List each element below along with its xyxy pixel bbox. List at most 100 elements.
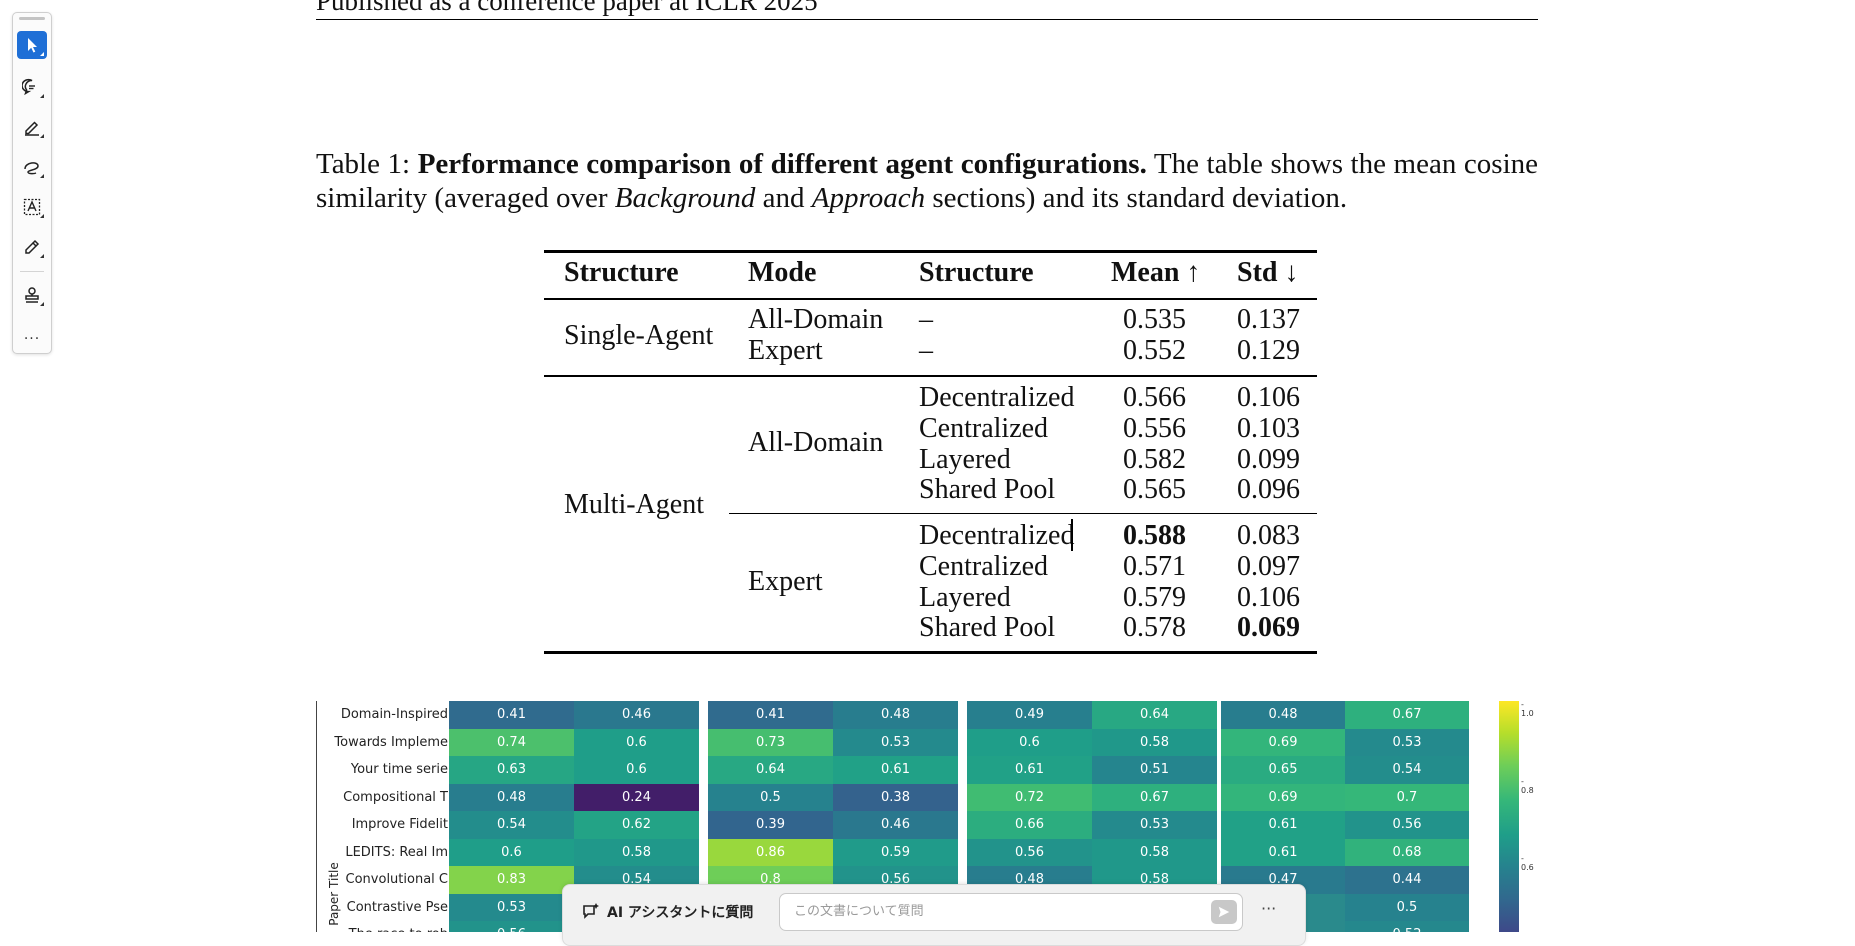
heatmap-cell: 0.66 bbox=[967, 811, 1092, 839]
toolbar-separator bbox=[20, 271, 44, 272]
text-select-tool-button[interactable] bbox=[17, 193, 47, 221]
heatmap-cell: 0.38 bbox=[833, 783, 958, 811]
page-header: Published as a conference paper at ICLR … bbox=[316, 0, 818, 16]
heatmap-cell: 0.74 bbox=[449, 728, 574, 756]
single-mean-all: 0.535 bbox=[1123, 304, 1186, 335]
heatmap-cell: 0.7 bbox=[1345, 783, 1469, 811]
heatmap-cell: 0.73 bbox=[708, 728, 833, 756]
comment-icon bbox=[22, 78, 35, 96]
ai-chat-icon bbox=[583, 903, 599, 919]
multi-mode-all-domain: All-Domain bbox=[748, 427, 884, 458]
heatmap-cell: 0.48 bbox=[833, 701, 958, 729]
heatmap-cell: 0.46 bbox=[574, 701, 699, 729]
subgroup-rule bbox=[729, 513, 1317, 515]
heatmap-row-label: Contrastive Pse bbox=[346, 899, 448, 915]
ai-question-input[interactable]: この文書について質問 bbox=[779, 893, 1243, 931]
heatmap-cell: 0.53 bbox=[1345, 728, 1469, 756]
single-mode-all: All-Domain bbox=[748, 304, 884, 335]
send-button[interactable] bbox=[1211, 900, 1237, 924]
heatmap-cell: 0.63 bbox=[449, 756, 574, 784]
colorbar-tick-label: - 0.4 bbox=[1521, 929, 1538, 932]
header-rule bbox=[544, 298, 1317, 300]
heatmap-cell: 0.41 bbox=[449, 701, 574, 729]
header-mean: Mean ↑ bbox=[1111, 257, 1201, 288]
stamp-tool-button[interactable] bbox=[17, 281, 47, 309]
group-single-agent: Single-Agent bbox=[564, 320, 714, 351]
freehand-draw-icon bbox=[24, 162, 39, 175]
multi-all-std-0: 0.106 bbox=[1237, 382, 1300, 413]
caption-text-1: The table shows the mean cosine similari… bbox=[316, 148, 1538, 214]
heatmap-cell: 0.59 bbox=[833, 838, 958, 866]
annotation-toolbar: ··· bbox=[12, 12, 52, 354]
heatmap-cell: 0.83 bbox=[449, 866, 574, 894]
toolbar-more-button[interactable]: ··· bbox=[23, 331, 41, 347]
pen-sign-icon bbox=[25, 239, 40, 254]
heatmap-cell: 0.5 bbox=[708, 783, 833, 811]
heatmap-cell: 0.54 bbox=[449, 811, 574, 839]
heatmap-cell: 0.61 bbox=[967, 756, 1092, 784]
table-caption: Table 1: Performance comparison of diffe… bbox=[316, 147, 1538, 215]
multi-expert-std-3: 0.069 bbox=[1237, 612, 1300, 643]
heatmap-cell: 0.52 bbox=[1345, 921, 1469, 932]
highlight-tool-button[interactable] bbox=[17, 113, 47, 141]
heatmap-row-label: Convolutional C bbox=[345, 872, 448, 887]
toolbar-grip[interactable] bbox=[19, 17, 45, 20]
heatmap-cell: 0.6 bbox=[449, 838, 574, 866]
multi-all-mean-1: 0.556 bbox=[1123, 413, 1186, 444]
multi-expert-mean-2: 0.579 bbox=[1123, 582, 1186, 613]
heatmap-cell: 0.53 bbox=[449, 893, 574, 921]
comment-tool-button[interactable] bbox=[17, 73, 47, 101]
colorbar-tick-label: - 0.6 bbox=[1521, 854, 1534, 872]
multi-expert-structure-2: Layered bbox=[919, 582, 1011, 613]
header-structure: Structure bbox=[564, 257, 679, 288]
heatmap-cell: 0.56 bbox=[1345, 811, 1469, 839]
table-bottom-rule bbox=[544, 651, 1317, 654]
multi-expert-mean-1: 0.571 bbox=[1123, 551, 1186, 582]
heatmap-cell: 0.54 bbox=[1345, 756, 1469, 784]
text-cursor bbox=[1071, 519, 1073, 551]
heatmap-cell: 0.64 bbox=[708, 756, 833, 784]
single-structure-expert: – bbox=[919, 335, 933, 366]
multi-expert-mean-3: 0.578 bbox=[1123, 612, 1186, 643]
heatmap-row-label: Your time serie bbox=[350, 762, 448, 777]
multi-all-structure-0: Decentralized bbox=[919, 382, 1075, 413]
multi-expert-structure-3: Shared Pool bbox=[919, 612, 1056, 643]
heatmap-cell: 0.67 bbox=[1092, 783, 1217, 811]
heatmap-cell: 0.67 bbox=[1345, 701, 1469, 729]
heatmap-cell: 0.5 bbox=[1345, 893, 1469, 921]
multi-all-mean-3: 0.565 bbox=[1123, 474, 1186, 505]
cursor-arrow-icon bbox=[28, 38, 37, 53]
heatmap-cell: 0.49 bbox=[967, 701, 1092, 729]
multi-all-structure-1: Centralized bbox=[919, 413, 1049, 444]
caption-approach: Approach bbox=[811, 182, 926, 214]
multi-all-structure-3: Shared Pool bbox=[919, 474, 1056, 505]
heatmap-cell: 0.48 bbox=[1221, 701, 1345, 729]
multi-all-structure-2: Layered bbox=[919, 444, 1011, 475]
heatmap-cell: 0.58 bbox=[1092, 838, 1217, 866]
sign-tool-button[interactable] bbox=[17, 233, 47, 261]
heatmap-cell: 0.51 bbox=[1092, 756, 1217, 784]
colorbar-tick-label: - 0.8 bbox=[1521, 777, 1534, 795]
group-multi-agent: Multi-Agent bbox=[564, 489, 704, 520]
header-std: Std ↓ bbox=[1237, 257, 1299, 288]
table-top-rule bbox=[544, 250, 1317, 253]
heatmap-cell: 0.46 bbox=[833, 811, 958, 839]
heatmap-y-axis-label: Paper Title bbox=[326, 862, 341, 926]
ai-assistant-button[interactable]: AI アシスタントに質問 bbox=[607, 905, 754, 921]
draw-tool-button[interactable] bbox=[17, 153, 47, 181]
ai-more-button[interactable]: ··· bbox=[1261, 899, 1277, 918]
heatmap-row-label: Domain-Inspired bbox=[340, 707, 448, 722]
heatmap-cell: 0.69 bbox=[1221, 783, 1345, 811]
select-tool-button[interactable] bbox=[17, 31, 47, 59]
heatmap-cell: 0.72 bbox=[967, 783, 1092, 811]
send-icon bbox=[1218, 906, 1230, 918]
group-rule bbox=[544, 375, 1317, 377]
multi-all-mean-2: 0.582 bbox=[1123, 444, 1186, 475]
single-structure-all: – bbox=[919, 304, 933, 335]
heatmap-row-label: Improve Fidelit bbox=[351, 817, 448, 832]
single-mean-expert: 0.552 bbox=[1123, 335, 1186, 366]
colorbar-tick-label: - 1.0 bbox=[1521, 700, 1534, 718]
stamp-icon bbox=[25, 287, 39, 303]
heatmap-cell: 0.69 bbox=[1221, 728, 1345, 756]
heatmap-cell: 0.62 bbox=[574, 811, 699, 839]
